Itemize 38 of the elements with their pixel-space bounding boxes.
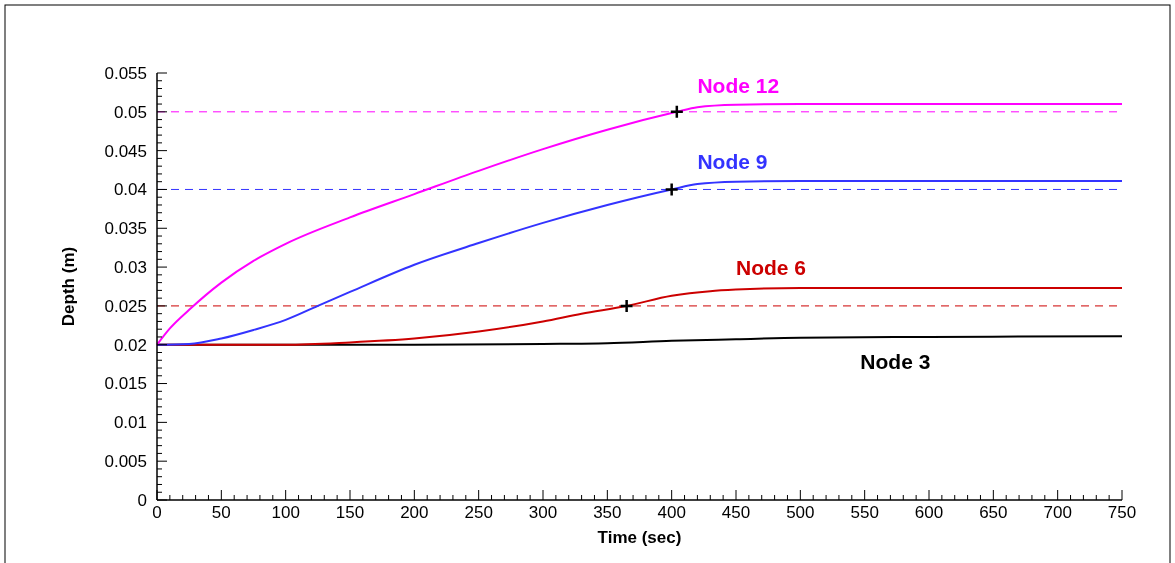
x-tick-label: 650 xyxy=(979,503,1008,522)
x-tick-label: 200 xyxy=(400,503,429,522)
point xyxy=(669,104,685,120)
line-series xyxy=(156,103,1123,346)
x-tick-label: 600 xyxy=(914,503,944,522)
series-label: Node 3 xyxy=(860,350,931,374)
y-tick-label: 0.025 xyxy=(104,296,147,316)
x-tick-label: 50 xyxy=(211,503,231,522)
x-tick-label: 750 xyxy=(1107,503,1137,522)
x-tick-label: 400 xyxy=(657,503,686,522)
x-tick-label: 450 xyxy=(721,503,751,522)
series-label: Node 6 xyxy=(736,255,807,279)
y-tick-label: 0.05 xyxy=(113,102,147,122)
series-label: Node 12 xyxy=(697,73,780,97)
point xyxy=(664,182,679,197)
x-tick-label: 0 xyxy=(152,503,162,522)
y-tick-label: 0.01 xyxy=(113,413,147,433)
y-tick-label: 0.015 xyxy=(104,374,147,394)
y-tick-label: 0.02 xyxy=(113,335,147,355)
y-tick-label: 0.045 xyxy=(104,141,147,161)
point xyxy=(619,298,634,314)
x-tick-label: 250 xyxy=(464,503,493,522)
y-axis-title: Depth (m) xyxy=(59,246,78,327)
series-label: Node 9 xyxy=(697,150,768,174)
y-tick-label: 0.03 xyxy=(113,258,147,278)
y-tick-label: 0.055 xyxy=(104,63,147,83)
x-tick-label: 150 xyxy=(335,503,365,522)
x-axis-title: Time (sec) xyxy=(597,528,682,547)
y-tick-label: 0.035 xyxy=(104,219,147,239)
x-tick-label: 550 xyxy=(850,503,879,522)
y-tick-label: 0.005 xyxy=(104,452,147,472)
line-series xyxy=(156,179,1123,346)
x-tick-label: 500 xyxy=(786,503,815,522)
x-tick-label: 350 xyxy=(593,503,622,522)
x-tick-label: 100 xyxy=(271,503,300,522)
x-tick-label: 300 xyxy=(528,503,558,522)
y-tick-label: 0.04 xyxy=(113,180,147,200)
x-tick-label: 700 xyxy=(1043,503,1072,522)
